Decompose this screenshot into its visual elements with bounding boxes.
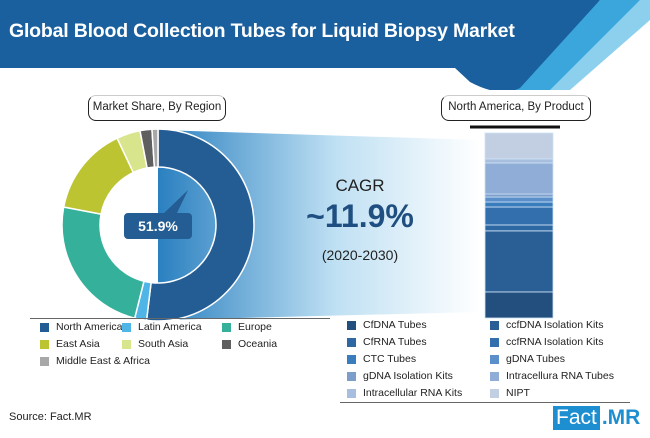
legend-swatch [122,339,131,349]
footer-divider [340,402,630,403]
bar-segment-intracellular-rna-kits [484,158,554,164]
legend-divider [30,318,330,319]
donut-slice-middle-east-africa [151,128,159,168]
legend-item-ccfdna-isolation-kits: ccfDNA Isolation Kits [490,319,603,331]
legend-label: CTC Tubes [363,353,417,365]
legend-item-oceania: Oceania [222,338,277,350]
legend-item-intracellular-rna-kits: Intracellular RNA Kits [347,387,462,399]
legend-item-gdna-tubes: gDNA Tubes [490,353,565,365]
legend-item-intracellura-rna-tubes: Intracellura RNA Tubes [490,370,614,382]
legend-item-nipt: NIPT [490,387,530,399]
logo-part-a: Fact [553,406,600,430]
cagr-label: CAGR [335,176,385,195]
bar-segment-ccfdna-isolation-kits [484,230,554,293]
factmr-logo: Fact .MR [553,406,640,430]
legend-label: South Asia [138,338,189,350]
legend-label: ccfRNA Isolation Kits [506,336,604,348]
legend-swatch [122,322,131,332]
legend-item-gdna-isolation-kits: gDNA Isolation Kits [347,370,453,382]
legend-swatch [347,337,356,347]
bar-segment-intracellura-rna-tubes [484,162,554,195]
legend-swatch [490,371,499,381]
bar-segment-nipt [484,132,554,160]
header-banner [0,0,650,90]
legend-item-europe: Europe [222,321,272,333]
cagr-value: ~11.9% [306,198,414,234]
bar-segment-ccfrna-isolation-kits [484,206,554,226]
bar-segment-ctc-tubes [484,201,554,208]
legend-label: Intracellular RNA Kits [363,387,463,399]
legend-item-north-america: North America [40,321,123,333]
legend-swatch [40,322,49,332]
legend-swatch [490,354,499,364]
legend-label: CfDNA Tubes [363,319,427,331]
legend-swatch [490,337,499,347]
legend-label: ccfDNA Isolation Kits [506,319,604,331]
legend-swatch [40,356,49,366]
legend-item-middle-east-africa: Middle East & Africa [40,355,150,367]
legend-swatch [347,354,356,364]
legend-swatch [222,339,231,349]
product-chart-title: North America, By Product [441,95,591,121]
legend-item-cfdna-tubes: CfDNA Tubes [347,319,427,331]
callout-pointer [162,190,188,215]
bar-segment-gdna-isolation-kits [484,193,554,198]
legend-label: gDNA Tubes [506,353,565,365]
legend-label: gDNA Isolation Kits [363,370,453,382]
bar-segment-gdna-tubes [484,196,554,203]
legend-swatch [222,322,231,332]
legend-label: East Asia [56,338,100,350]
legend-swatch [490,320,499,330]
legend-label: NIPT [506,387,530,399]
legend-item-south-asia: South Asia [122,338,188,350]
page-title: Global Blood Collection Tubes for Liquid… [9,20,515,42]
legend-swatch [347,388,356,398]
legend-label: Intracellura RNA Tubes [506,370,614,382]
cagr-period: (2020-2030) [321,247,399,263]
legend-swatch [347,371,356,381]
legend-swatch [347,320,356,330]
legend-label: Oceania [238,338,278,350]
region-chart-title: Market Share, By Region [88,95,226,121]
legend-item-ccfrna-isolation-kits: ccfRNA Isolation Kits [490,336,603,348]
legend-label: CfRNA Tubes [363,336,427,348]
bar-segment-cfdna-tubes [484,291,554,319]
logo-part-b: .MR [601,406,641,429]
legend-item-ctc-tubes: CTC Tubes [347,353,416,365]
legend-item-cfrna-tubes: CfRNA Tubes [347,336,427,348]
legend-label: Middle East & Africa [56,355,150,367]
legend-swatch [490,388,499,398]
legend-label: North America [56,321,123,333]
legend-item-latin-america: Latin America [122,321,202,333]
bar-segment-cfrna-tubes [484,224,554,232]
source-text: Source: Fact.MR [9,411,92,423]
legend-swatch [40,339,49,349]
north-america-data-label: 51.9% [124,213,192,239]
legend-label: Latin America [138,321,202,333]
legend-label: Europe [238,321,272,333]
donut-slice-north-america [145,128,255,322]
legend-item-east-asia: East Asia [40,338,100,350]
